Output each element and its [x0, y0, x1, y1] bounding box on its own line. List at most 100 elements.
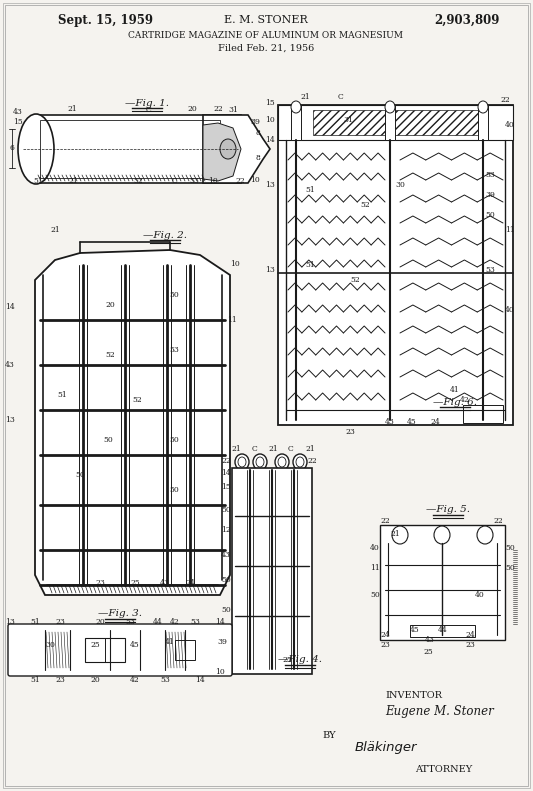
Text: 39: 39 [250, 118, 260, 126]
Text: —Fig. 4.: —Fig. 4. [278, 656, 322, 664]
Text: C: C [145, 106, 151, 114]
Text: 6: 6 [10, 144, 14, 152]
Text: 22: 22 [235, 177, 245, 185]
Text: 2,903,809: 2,903,809 [434, 13, 500, 27]
Text: 23: 23 [465, 641, 475, 649]
Text: 39: 39 [485, 191, 495, 199]
Text: 50: 50 [169, 291, 179, 299]
Text: Bläkinger: Bläkinger [355, 741, 417, 755]
Text: 52: 52 [360, 201, 370, 209]
Bar [85, 638, 125, 662]
Ellipse shape [253, 454, 267, 470]
Text: 14: 14 [265, 136, 275, 144]
Text: 42: 42 [460, 396, 470, 404]
Text: 51: 51 [33, 177, 43, 185]
Text: 10: 10 [230, 260, 240, 268]
Text: 53: 53 [190, 618, 200, 626]
Text: 53: 53 [125, 618, 135, 626]
Text: E. M. STONER: E. M. STONER [224, 15, 308, 25]
Ellipse shape [293, 454, 307, 470]
Text: 20: 20 [90, 676, 100, 684]
Text: 53: 53 [169, 346, 179, 354]
Text: 52: 52 [350, 276, 360, 284]
Text: 21: 21 [390, 530, 400, 538]
Text: 42: 42 [130, 676, 140, 684]
Text: Sept. 15, 1959: Sept. 15, 1959 [58, 13, 153, 27]
Text: 39: 39 [217, 638, 227, 646]
Text: 20: 20 [95, 618, 105, 626]
Text: 52: 52 [132, 396, 142, 404]
Text: 24: 24 [185, 579, 195, 587]
Text: 41: 41 [450, 386, 460, 394]
Text: 22: 22 [213, 105, 223, 113]
Text: C: C [172, 177, 178, 185]
Bar [385, 105, 395, 140]
Text: 11: 11 [370, 564, 380, 572]
Bar [175, 640, 195, 660]
Bar [40, 120, 220, 178]
Text: 21: 21 [231, 445, 241, 453]
Text: 10: 10 [265, 116, 275, 124]
Text: 53: 53 [485, 266, 495, 274]
Text: 11: 11 [505, 226, 515, 234]
Text: CARTRIDGE MAGAZINE OF ALUMINUM OR MAGNESIUM: CARTRIDGE MAGAZINE OF ALUMINUM OR MAGNES… [128, 31, 403, 40]
Ellipse shape [238, 457, 246, 467]
Ellipse shape [478, 101, 488, 113]
Text: 45: 45 [410, 626, 420, 634]
Polygon shape [203, 123, 241, 181]
Text: 50: 50 [485, 211, 495, 219]
Text: 14: 14 [215, 618, 225, 626]
Text: 10: 10 [250, 176, 260, 184]
Bar [36, 115, 241, 183]
Text: 50: 50 [169, 486, 179, 494]
Text: 20: 20 [187, 105, 197, 113]
Text: 21: 21 [67, 105, 77, 113]
Text: 50: 50 [221, 576, 231, 584]
Text: 43: 43 [221, 551, 231, 559]
Bar [291, 105, 301, 140]
Text: 12: 12 [221, 526, 231, 534]
Text: 25: 25 [282, 656, 292, 664]
Text: 14: 14 [221, 469, 231, 477]
Text: C: C [251, 445, 257, 453]
Ellipse shape [235, 454, 249, 470]
Text: 25: 25 [130, 579, 140, 587]
Text: —Fig. 6.: —Fig. 6. [433, 398, 477, 407]
Text: 13: 13 [5, 416, 15, 424]
Ellipse shape [385, 101, 395, 113]
Ellipse shape [18, 114, 54, 184]
Text: 53: 53 [189, 177, 199, 185]
Bar [278, 105, 513, 140]
Text: —Fig. 5.: —Fig. 5. [426, 505, 470, 514]
Text: 23: 23 [345, 428, 355, 436]
Bar [278, 105, 513, 425]
Text: 20: 20 [105, 301, 115, 309]
Text: 44: 44 [438, 626, 448, 634]
Text: 45: 45 [407, 418, 417, 426]
Text: Eugene M. Stoner: Eugene M. Stoner [385, 706, 494, 718]
Text: 24: 24 [465, 631, 475, 639]
FancyBboxPatch shape [8, 624, 232, 676]
Text: 52: 52 [133, 177, 143, 185]
Text: 40: 40 [505, 306, 515, 314]
Text: 50: 50 [221, 506, 231, 514]
Text: —Fig. 3.: —Fig. 3. [98, 610, 142, 619]
Bar [380, 525, 505, 640]
Text: 21: 21 [305, 445, 315, 453]
Ellipse shape [256, 457, 264, 467]
Text: INVENTOR: INVENTOR [385, 691, 442, 701]
Text: 50: 50 [505, 564, 515, 572]
Text: 21: 21 [50, 226, 60, 234]
Ellipse shape [291, 101, 301, 113]
Text: C: C [288, 445, 294, 453]
Ellipse shape [477, 526, 493, 544]
Ellipse shape [296, 457, 304, 467]
Text: 50: 50 [221, 606, 231, 614]
Text: —Fig. 2.: —Fig. 2. [143, 230, 187, 240]
Text: 30: 30 [395, 181, 405, 189]
Text: 23: 23 [95, 579, 105, 587]
Text: 50: 50 [103, 436, 113, 444]
Text: 24: 24 [380, 631, 390, 639]
Text: 21: 21 [68, 177, 78, 185]
Text: 44: 44 [153, 618, 163, 626]
